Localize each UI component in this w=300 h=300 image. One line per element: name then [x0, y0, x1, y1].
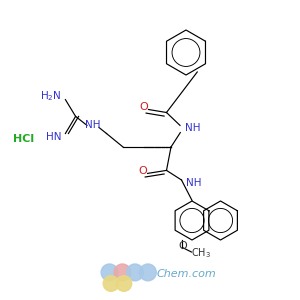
Text: CH$_3$: CH$_3$ [191, 247, 212, 260]
Text: H$_2$N: H$_2$N [40, 89, 62, 103]
Text: O: O [138, 166, 147, 176]
Circle shape [127, 264, 143, 281]
Circle shape [114, 264, 131, 281]
Circle shape [140, 264, 156, 281]
Circle shape [116, 276, 132, 291]
Text: O: O [139, 102, 148, 112]
Text: Chem.com: Chem.com [157, 268, 216, 279]
Text: NH: NH [85, 120, 100, 130]
Circle shape [103, 276, 119, 291]
Text: HN: HN [46, 131, 62, 142]
Text: O: O [178, 241, 187, 251]
Text: NH: NH [186, 178, 202, 188]
Text: HCl: HCl [14, 134, 34, 145]
Circle shape [101, 264, 118, 281]
Text: NH: NH [184, 123, 200, 134]
